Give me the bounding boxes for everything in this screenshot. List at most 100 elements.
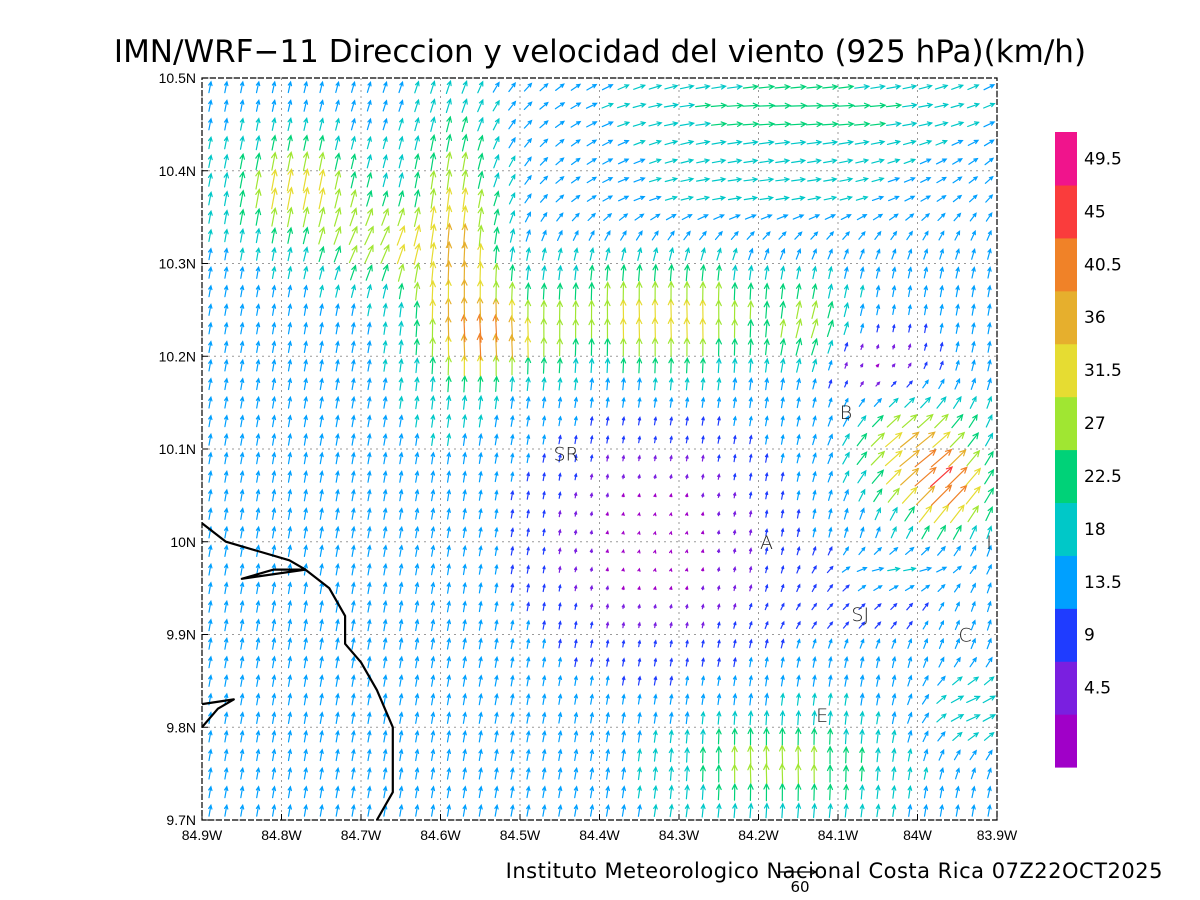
wind-vector: [271, 711, 277, 724]
wind-vector: [335, 581, 340, 595]
wind-vector: [731, 744, 738, 765]
wind-vector: [923, 748, 929, 762]
wind-vector: [828, 359, 833, 371]
wind-vector: [510, 433, 515, 446]
wind-vector: [922, 379, 929, 389]
wind-vector: [669, 530, 673, 535]
wind-vector: [906, 230, 913, 241]
wind-vector: [934, 121, 949, 127]
wind-vector: [923, 361, 928, 370]
wind-vector: [271, 488, 277, 502]
wind-vector: [477, 134, 484, 151]
wind-vector: [860, 674, 865, 687]
wind-vector: [208, 599, 213, 613]
wind-vector: [589, 247, 595, 261]
wind-vector: [633, 195, 646, 202]
wind-vector: [239, 135, 245, 150]
wind-vector: [524, 211, 532, 223]
wind-vector: [669, 603, 673, 609]
wind-vector: [302, 168, 310, 192]
wind-vector: [319, 507, 324, 520]
wind-vector: [414, 414, 420, 428]
wind-vector: [969, 212, 977, 222]
wind-vector: [508, 118, 516, 130]
wind-vector: [494, 452, 499, 464]
wind-vector: [430, 729, 436, 743]
wind-vector: [478, 803, 483, 817]
wind-vector: [271, 340, 277, 353]
wind-vector: [700, 803, 706, 818]
wind-vector: [541, 282, 547, 300]
x-tick-label: 84.7W: [341, 827, 382, 843]
wind-vector: [413, 242, 421, 265]
wind-vector: [509, 375, 515, 392]
wind-vector: [939, 766, 945, 780]
wind-vector: [715, 745, 722, 764]
wind-vector: [542, 729, 547, 743]
wind-vector: [969, 524, 977, 540]
wind-vector: [255, 748, 261, 762]
wind-vector: [398, 544, 404, 557]
wind-vector: [907, 674, 913, 687]
wind-vector: [367, 432, 372, 446]
wind-vector: [430, 748, 436, 761]
wind-vector: [733, 510, 737, 517]
wind-vector: [558, 547, 562, 555]
wind-vector: [319, 637, 324, 650]
wind-vector: [759, 195, 775, 201]
wind-vector: [605, 511, 609, 516]
wind-vector: [808, 214, 821, 220]
wind-vector: [303, 488, 308, 502]
wind-vector: [350, 153, 357, 170]
wind-vector: [758, 84, 776, 90]
wind-vector: [876, 303, 881, 316]
wind-vector: [319, 711, 324, 724]
wind-vector: [716, 802, 722, 818]
wind-vector: [749, 638, 753, 649]
wind-vector: [621, 492, 625, 498]
wind-vector: [664, 84, 679, 90]
wind-vector: [224, 303, 229, 316]
wind-vector: [224, 655, 229, 669]
wind-vector: [605, 693, 610, 705]
wind-vector: [335, 711, 340, 724]
wind-vector: [684, 711, 690, 725]
place-label: E: [816, 705, 828, 727]
wind-vector: [874, 507, 881, 521]
wind-vector: [319, 470, 324, 483]
wind-vector: [446, 413, 452, 428]
wind-vector: [805, 121, 824, 128]
wind-vector: [796, 692, 801, 706]
wind-vector: [939, 322, 944, 334]
wind-vector: [524, 298, 532, 321]
wind-vector: [858, 546, 866, 556]
wind-vector: [414, 357, 420, 374]
wind-vector: [637, 785, 642, 799]
wind-vector: [919, 158, 932, 165]
wind-vector: [871, 158, 885, 164]
colorbar-label: 36: [1084, 308, 1106, 328]
wind-vector: [779, 726, 786, 746]
wind-vector: [936, 176, 947, 184]
wind-vector: [366, 171, 373, 188]
wind-vector: [367, 711, 372, 724]
wind-vector: [430, 205, 437, 229]
wind-vector: [795, 602, 801, 611]
wind-vector: [748, 620, 753, 629]
wind-vector: [938, 230, 945, 241]
wind-vector: [875, 266, 881, 279]
wind-vector: [319, 525, 324, 539]
wind-vector: [335, 803, 340, 817]
wind-vector: [923, 785, 929, 799]
wind-vector: [857, 584, 867, 592]
wind-vector: [208, 321, 213, 335]
wind-vector: [952, 565, 963, 574]
wind-vector: [604, 281, 611, 301]
wind-vector: [319, 729, 324, 743]
wind-vector: [574, 638, 578, 649]
wind-vector: [348, 244, 358, 264]
wind-vector: [303, 246, 309, 262]
wind-vector: [255, 152, 262, 171]
wind-vector: [860, 362, 864, 368]
